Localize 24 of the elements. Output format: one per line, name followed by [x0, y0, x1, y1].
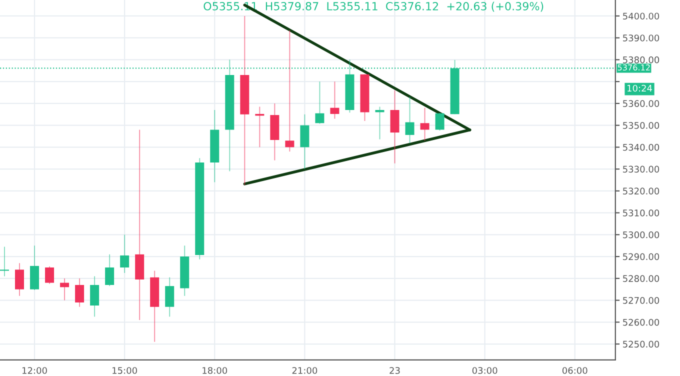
x-tick-label: 23 [390, 367, 400, 374]
x-tick-label: 15:00 [112, 367, 137, 374]
x-tick-label: 21:00 [292, 367, 318, 374]
y-tick-label: 5300.00 [623, 231, 660, 238]
x-tick-label: 03:00 [472, 367, 498, 374]
y-tick-label: 5330.00 [623, 166, 660, 173]
y-tick-label: 5350.00 [623, 122, 660, 129]
y-tick-label: 5400.00 [623, 12, 660, 20]
x-tick-label: 18:00 [202, 367, 228, 374]
y-tick-label: 5250.00 [623, 340, 660, 348]
y-tick-label: 5280.00 [623, 275, 660, 282]
y-tick-label: 5360.00 [623, 100, 660, 108]
y-tick-label: 5290.00 [623, 253, 660, 260]
y-tick-label: 5260.00 [623, 318, 660, 326]
y-tick-label: 5320.00 [623, 188, 660, 194]
y-tick-label: 5390.00 [623, 34, 660, 42]
y-tick-label: 5310.00 [623, 210, 660, 216]
y-tick-label: 5270.00 [623, 297, 660, 304]
x-tick-label: 06:00 [562, 367, 588, 374]
y-tick-label: 5340.00 [623, 144, 660, 151]
text: 10:24 [628, 84, 652, 92]
ref-line-label: 5376.12 [618, 64, 650, 71]
x-tick-label: 12:00 [22, 367, 47, 374]
y-tick-label: 5380.00 [623, 56, 660, 64]
